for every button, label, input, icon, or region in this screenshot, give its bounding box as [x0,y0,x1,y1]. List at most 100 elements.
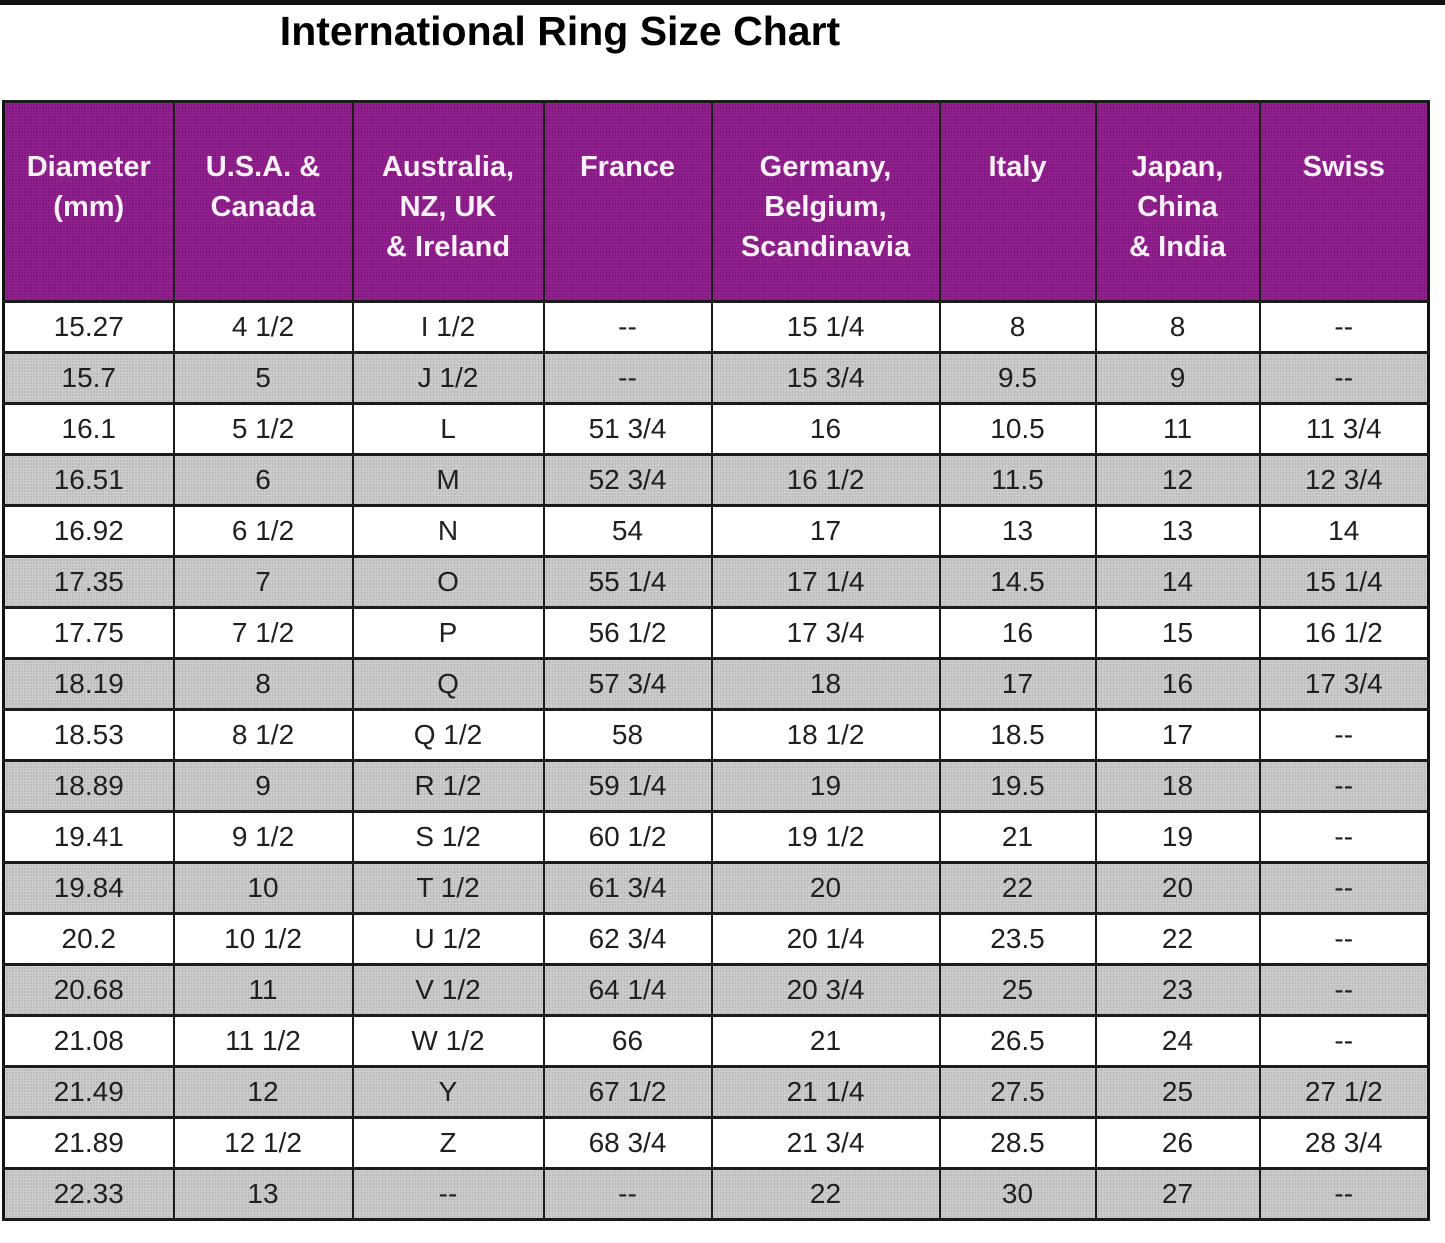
table-cell: 22 [710,1167,941,1221]
table-cell: 11 [172,963,354,1017]
table-cell: 17.75 [2,606,175,660]
table-cell: 11.5 [938,453,1097,507]
table-cell: 10 [172,861,354,915]
table-cell: 18.89 [2,759,175,813]
table-cell: 21 1/4 [710,1065,941,1119]
table-cell: 16 [938,606,1097,660]
table-cell: 14.5 [938,555,1097,609]
table-cell: 4 1/2 [172,300,354,354]
table-cell: 16.51 [2,453,175,507]
table-cell: O [351,555,545,609]
table-cell: 8 [172,657,354,711]
col-header-germany-belgium-scandinavia: Germany, Belgium, Scandinavia [710,100,941,303]
table-row: 17.35 7 O 55 1/4 17 1/4 14.5 14 15 1/4 [2,555,1430,609]
table-row: 20.2 10 1/2 U 1/2 62 3/4 20 1/4 23.5 22 … [2,912,1430,966]
table-cell: 51 3/4 [542,402,713,456]
table-cell: 19.84 [2,861,175,915]
table-cell: 22.33 [2,1167,175,1221]
table-cell: 15 [1094,606,1261,660]
table-row: 16.51 6 M 52 3/4 16 1/2 11.5 12 12 3/4 [2,453,1430,507]
table-cell: 21 [938,810,1097,864]
table-cell: -- [1258,1014,1430,1068]
table-row: 17.75 7 1/2 P 56 1/2 17 3/4 16 15 16 1/2 [2,606,1430,660]
table-cell: 19.5 [938,759,1097,813]
table-cell: 16 1/2 [1258,606,1430,660]
table-cell: 27 1/2 [1258,1065,1430,1119]
table-cell: 9 [1094,351,1261,405]
table-cell: 28.5 [938,1116,1097,1170]
table-cell: J 1/2 [351,351,545,405]
table-cell: 17 [710,504,941,558]
table-cell: 52 3/4 [542,453,713,507]
table-cell: 27 [1094,1167,1261,1221]
table-cell: 22 [938,861,1097,915]
table-cell: Y [351,1065,545,1119]
table-cell: 17 1/4 [710,555,941,609]
table-cell: 60 1/2 [542,810,713,864]
table-cell: U 1/2 [351,912,545,966]
table-cell: 14 [1094,555,1261,609]
table-cell: 16 [710,402,941,456]
table-cell: 8 1/2 [172,708,354,762]
page-title: International Ring Size Chart [279,8,841,54]
table-cell: 59 1/4 [542,759,713,813]
table-cell: 17 [938,657,1097,711]
table-cell: 16.1 [2,402,175,456]
table-cell: -- [1258,351,1430,405]
table-cell: 26 [1094,1116,1261,1170]
table-cell: 12 [172,1065,354,1119]
table-cell: L [351,402,545,456]
table-cell: 15.7 [2,351,175,405]
table-row: 15.7 5 J 1/2 -- 15 3/4 9.5 9 -- [2,351,1430,405]
col-header-diameter-mm: Diameter (mm) [2,100,175,303]
table-cell: 20.2 [2,912,175,966]
table-cell: 9 [172,759,354,813]
table-cell: 15 1/4 [1258,555,1430,609]
table-cell: -- [1258,912,1430,966]
table-cell: 55 1/4 [542,555,713,609]
table-cell: 61 3/4 [542,861,713,915]
table-row: 22.33 13 -- -- 22 30 27 -- [2,1167,1430,1221]
table-cell: 17.35 [2,555,175,609]
table-cell: 20 [1094,861,1261,915]
table-cell: 18.53 [2,708,175,762]
table-cell: 20 3/4 [710,963,941,1017]
table-cell: 6 [172,453,354,507]
table-cell: 7 [172,555,354,609]
table-cell: 23.5 [938,912,1097,966]
col-header-swiss: Swiss [1258,100,1430,303]
table-cell: 25 [938,963,1097,1017]
table-row: 21.89 12 1/2 Z 68 3/4 21 3/4 28.5 26 28 … [2,1116,1430,1170]
table-cell: -- [1258,810,1430,864]
table-cell: 13 [1094,504,1261,558]
col-header-france: France [542,100,713,303]
table-cell: -- [1258,759,1430,813]
table-row: 19.84 10 T 1/2 61 3/4 20 22 20 -- [2,861,1430,915]
table-cell: 17 3/4 [1258,657,1430,711]
table-cell: 15 3/4 [710,351,941,405]
table-cell: 66 [542,1014,713,1068]
table-cell: 9.5 [938,351,1097,405]
table-cell: 23 [1094,963,1261,1017]
table-cell: 10 1/2 [172,912,354,966]
table-cell: 20.68 [2,963,175,1017]
table-cell: R 1/2 [351,759,545,813]
table-cell: 18 1/2 [710,708,941,762]
table-cell: 16 [1094,657,1261,711]
table-cell: -- [1258,861,1430,915]
table-cell: -- [351,1167,545,1221]
table-cell: 12 1/2 [172,1116,354,1170]
table-cell: -- [1258,300,1430,354]
table-cell: N [351,504,545,558]
table-cell: Z [351,1116,545,1170]
table-cell: -- [542,300,713,354]
table-cell: 68 3/4 [542,1116,713,1170]
table-cell: 16 1/2 [710,453,941,507]
table-cell: I 1/2 [351,300,545,354]
table-cell: 25 [1094,1065,1261,1119]
table-cell: 9 1/2 [172,810,354,864]
table-cell: P [351,606,545,660]
table-cell: 18.19 [2,657,175,711]
table-cell: 16.92 [2,504,175,558]
